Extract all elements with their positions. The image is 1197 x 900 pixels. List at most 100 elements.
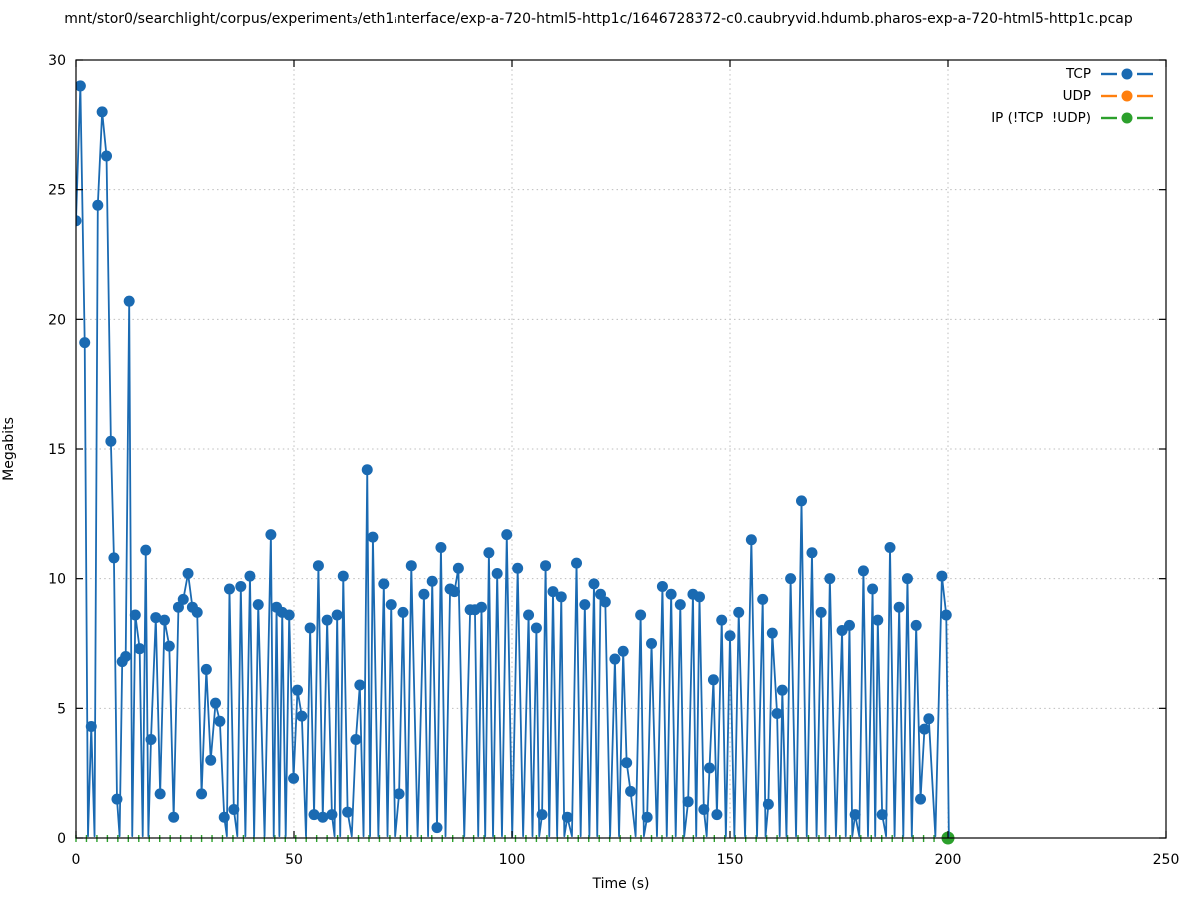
tcp-marker: [145, 733, 157, 745]
tcp-marker: [397, 606, 409, 618]
ticks-group: 0 50 100 150 200 250 0 5 10 15 20 25 30: [48, 53, 1179, 868]
tcp-marker: [96, 106, 108, 118]
tcp-marker: [693, 591, 705, 603]
tcp-marker: [308, 809, 320, 821]
tcp-marker: [154, 788, 166, 800]
tcp-marker: [101, 150, 113, 162]
tcp-marker: [367, 531, 379, 543]
tcp-marker: [915, 793, 927, 805]
tcp-marker: [317, 811, 329, 823]
tcp-marker: [698, 803, 710, 815]
tcp-marker: [342, 806, 354, 818]
tcp-marker: [707, 674, 719, 686]
tcp-marker: [76, 80, 86, 92]
tcp-marker: [884, 542, 896, 554]
tcp-marker: [824, 573, 836, 585]
tcp-marker: [785, 573, 797, 585]
tcp-marker: [857, 565, 869, 577]
tcp-marker: [621, 757, 633, 769]
x-tick-label: 0: [72, 852, 81, 868]
x-tick-label: 250: [1153, 852, 1180, 868]
tcp-marker: [512, 562, 524, 574]
y-tick-label: 20: [48, 312, 66, 328]
tcp-marker: [129, 609, 141, 621]
x-axis-title: Time (s): [592, 876, 650, 892]
tcp-marker: [205, 754, 217, 766]
tcp-marker: [418, 588, 430, 600]
tcp-marker: [321, 614, 333, 626]
tcp-marker: [711, 809, 723, 821]
tcp-marker: [530, 622, 542, 634]
tcp-marker: [918, 723, 930, 735]
tcp-marker: [426, 575, 438, 587]
tcp-marker: [571, 557, 583, 569]
tcp-marker: [296, 710, 308, 722]
tcp-marker: [177, 593, 189, 605]
tcp-marker: [108, 552, 120, 564]
y-tick-label: 15: [48, 442, 66, 458]
legend-sample-udp-icon: [1101, 90, 1153, 102]
tcp-marker: [635, 609, 647, 621]
tcp-marker: [150, 612, 162, 624]
x-tick-label: 200: [935, 852, 962, 868]
tcp-marker: [304, 622, 316, 634]
tcp-marker: [196, 788, 208, 800]
tcp-marker: [757, 593, 769, 605]
tcp-marker: [501, 529, 513, 541]
tcp-marker: [547, 586, 559, 598]
tcp-marker: [435, 542, 447, 554]
legend-label-udp: UDP: [1062, 88, 1091, 104]
y-tick-label: 10: [48, 572, 66, 588]
tcp-marker: [815, 606, 827, 618]
tcp-marker: [579, 599, 591, 611]
tcp-series-group: [76, 80, 952, 838]
tcp-marker: [76, 215, 82, 227]
tcp-marker: [599, 596, 611, 608]
tcp-marker: [168, 811, 180, 823]
tcp-marker: [776, 684, 788, 696]
tcp-marker: [393, 788, 405, 800]
tcp-marker: [79, 337, 91, 349]
y-tick-label: 25: [48, 183, 66, 199]
tcp-marker: [235, 580, 247, 592]
tcp-marker: [867, 583, 879, 595]
tcp-marker: [936, 570, 948, 582]
tcp-marker: [385, 599, 397, 611]
tcp-marker: [724, 630, 736, 642]
tcp-marker: [665, 588, 677, 600]
tcp-marker: [252, 599, 264, 611]
legend-entry-ip: IP (!TCP !UDP): [991, 107, 1153, 129]
tcp-marker: [105, 435, 117, 447]
tcp-marker: [849, 809, 861, 821]
tcp-marker: [704, 762, 716, 774]
tcp-marker: [134, 643, 146, 655]
tcp-marker: [337, 570, 349, 582]
tcp-marker: [876, 809, 888, 821]
y-axis-title: Megabits: [1, 417, 17, 481]
tcp-marker: [475, 601, 487, 613]
legend-entry-tcp: TCP: [991, 63, 1153, 85]
tcp-marker: [656, 580, 668, 592]
tcp-marker: [796, 495, 808, 507]
tcp-marker: [491, 567, 503, 579]
tcp-marker: [641, 811, 653, 823]
y-tick-label: 0: [57, 831, 66, 847]
tcp-marker: [617, 645, 629, 657]
tcp-marker: [331, 609, 343, 621]
tcp-marker: [536, 809, 548, 821]
legend-sample-ip-icon: [1101, 112, 1153, 124]
tcp-marker: [588, 578, 600, 590]
tcp-marker: [354, 679, 366, 691]
tcp-marker: [452, 562, 464, 574]
tcp-marker: [745, 534, 757, 546]
tcp-marker: [733, 606, 745, 618]
tcp-marker: [210, 697, 222, 709]
tcp-marker: [716, 614, 728, 626]
tcp-marker: [140, 544, 152, 556]
legend-label-tcp: TCP: [1065, 66, 1091, 82]
tcp-marker: [561, 811, 573, 823]
chart-title: mnt/stor0/searchlight/corpus/experiment₃…: [64, 11, 1133, 27]
tcp-marker: [448, 586, 460, 598]
tcp-marker: [123, 295, 135, 307]
